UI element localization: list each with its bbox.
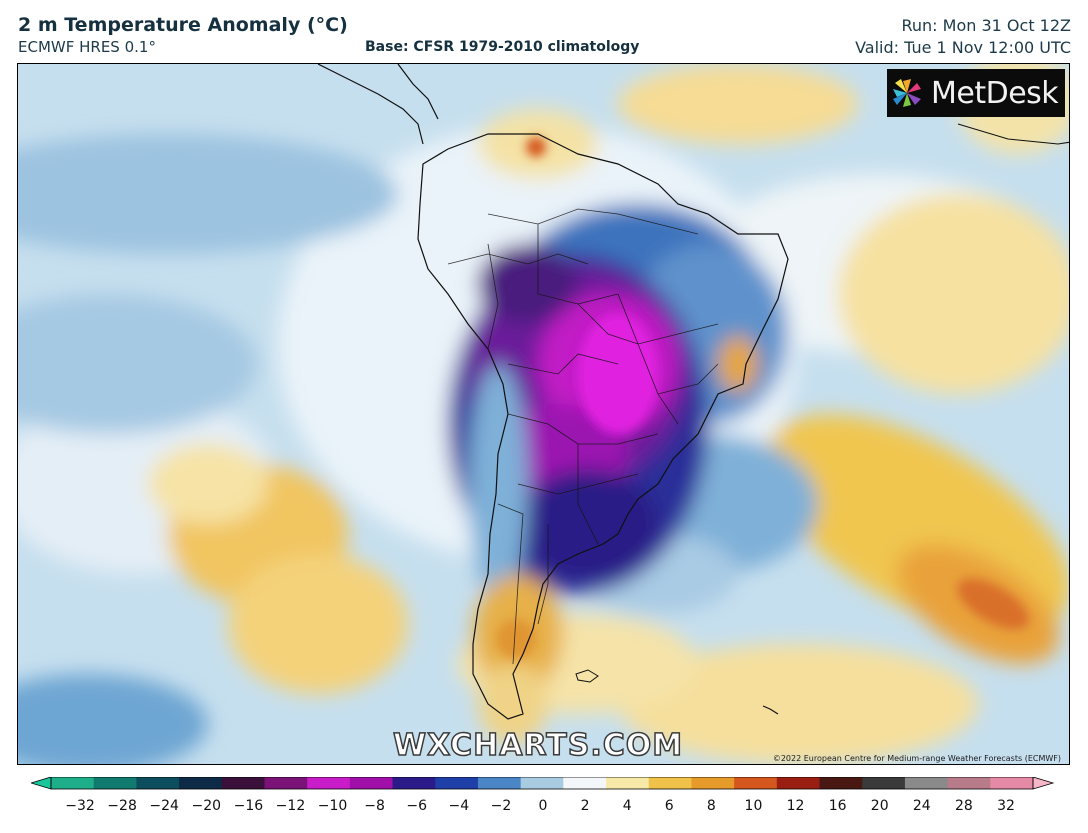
colorbar-segment	[862, 777, 906, 789]
valid-time-label: Valid: Tue 1 Nov 12:00 UTC	[855, 38, 1071, 57]
south-america-coastline	[417, 133, 789, 720]
colorbar-segment	[819, 777, 863, 789]
metdesk-logo-text: MetDesk	[931, 75, 1059, 111]
colorbar-segment	[648, 777, 692, 789]
colorbar-tick-label: 2	[580, 798, 590, 814]
colorbar-tick-label: 6	[664, 798, 674, 814]
colorbar-segment	[435, 777, 479, 789]
colorbar-segment	[264, 777, 308, 789]
anomaly-map-graphic	[18, 64, 1069, 764]
climatology-base-label: Base: CFSR 1979-2010 climatology	[365, 39, 640, 55]
metdesk-logo: MetDesk	[887, 69, 1065, 117]
model-label: ECMWF HRES 0.1°	[18, 38, 156, 56]
anomaly-field	[18, 64, 1069, 764]
colorbar-segment	[136, 777, 180, 789]
caribbean-coastline	[957, 123, 1069, 145]
colorbar-tick-label: 8	[706, 798, 716, 814]
colorbar-tick-label: −2	[490, 798, 512, 814]
colorbar-segment	[606, 777, 650, 789]
colorbar-segment	[691, 777, 735, 789]
colorbar-tick-label: 32	[997, 798, 1015, 814]
colorbar-segment	[349, 777, 394, 789]
colorbar-segment	[51, 777, 95, 789]
run-time-label: Run: Mon 31 Oct 12Z	[901, 16, 1072, 35]
country-borders	[447, 208, 719, 665]
metdesk-pinwheel-icon	[893, 79, 921, 107]
south-georgia-island	[762, 705, 779, 715]
colorbar-tick-label: −32	[65, 798, 95, 814]
colorbar-segment	[392, 777, 436, 789]
central-america-coastline	[317, 64, 439, 145]
falkland-islands	[575, 669, 599, 683]
colorbar-segments	[51, 777, 1034, 789]
colorbar-tick-label: 10	[744, 798, 763, 814]
colorbar-frame	[50, 777, 1034, 790]
colorbar-segment	[947, 777, 991, 789]
colorbar-tick-label: 4	[622, 798, 632, 814]
colorbar-tick-label: −4	[448, 798, 470, 814]
anomaly-map[interactable]: MetDesk WXCHARTS.COM ©2022 European Cent…	[17, 63, 1070, 765]
colorbar-segment	[520, 777, 564, 789]
colorbar-tick-label: −28	[107, 798, 137, 814]
chart-title: 2 m Temperature Anomaly (°C)	[18, 14, 348, 36]
colorbar-right-arrow	[1032, 777, 1055, 790]
colorbar-segment	[221, 777, 265, 789]
colorbar	[31, 777, 1055, 790]
colorbar-tick-label: −8	[364, 798, 385, 814]
colorbar-segment	[776, 777, 821, 789]
ecmwf-copyright: ©2022 European Centre for Medium-range W…	[772, 754, 1061, 763]
colorbar-segment	[93, 777, 137, 789]
colorbar-segment	[734, 777, 778, 789]
colorbar-segment	[179, 777, 223, 789]
colorbar-segment	[904, 777, 949, 789]
colorbar-tick-label: 28	[954, 798, 973, 814]
colorbar-tick-label: 20	[870, 798, 889, 814]
colorbar-segment	[990, 777, 1034, 789]
colorbar-tick-label: −10	[317, 798, 348, 814]
colorbar-left-arrow	[31, 777, 52, 790]
colorbar-tick-label: 0	[538, 798, 548, 814]
colorbar-tick-label: −16	[233, 798, 264, 814]
colorbar-segment	[307, 777, 351, 789]
colorbar-tick-label: −6	[406, 798, 428, 814]
colorbar-tick-label: −20	[191, 798, 222, 814]
colorbar-tick-label: −24	[149, 798, 179, 814]
colorbar-segment	[563, 777, 607, 789]
colorbar-tick-label: −12	[275, 798, 306, 814]
colorbar-tick-label: 12	[786, 798, 805, 814]
colorbar-segment	[477, 777, 522, 789]
wxcharts-watermark: WXCHARTS.COM	[392, 727, 684, 764]
colorbar-tick-label: 16	[828, 798, 847, 814]
colorbar-tick-label: 24	[912, 798, 931, 814]
